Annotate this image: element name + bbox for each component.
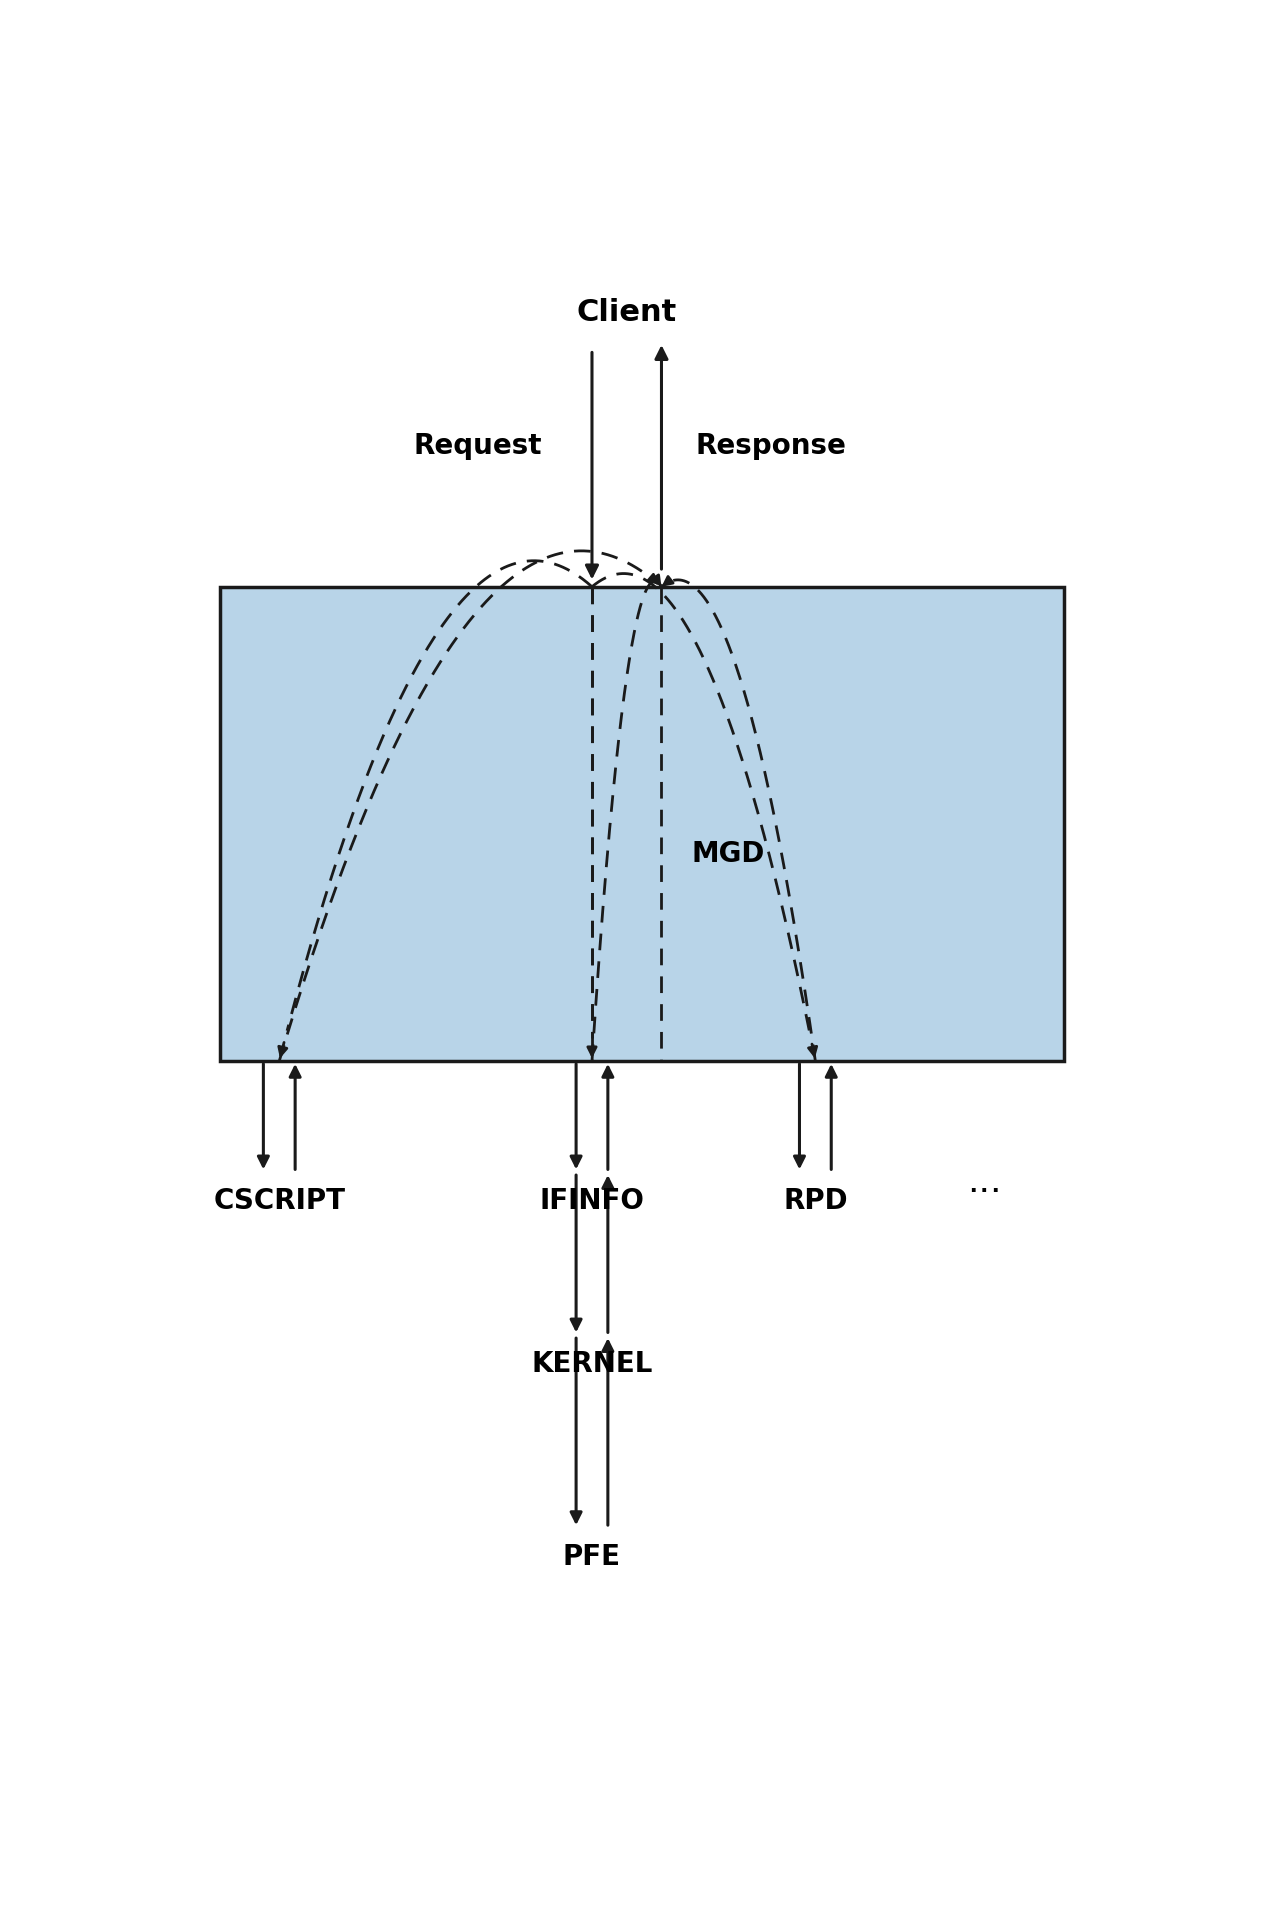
Bar xyxy=(220,587,1063,1061)
Text: CSCRIPT: CSCRIPT xyxy=(213,1188,346,1215)
Text: KERNEL: KERNEL xyxy=(532,1349,653,1378)
Text: ...: ... xyxy=(967,1165,1002,1199)
Text: MGD: MGD xyxy=(692,839,765,868)
Text: RPD: RPD xyxy=(783,1188,848,1215)
Text: PFE: PFE xyxy=(562,1542,621,1571)
Text: Request: Request xyxy=(414,431,542,460)
Text: Client: Client xyxy=(576,298,676,327)
Text: Response: Response xyxy=(696,431,847,460)
Text: IFINFO: IFINFO xyxy=(539,1188,644,1215)
